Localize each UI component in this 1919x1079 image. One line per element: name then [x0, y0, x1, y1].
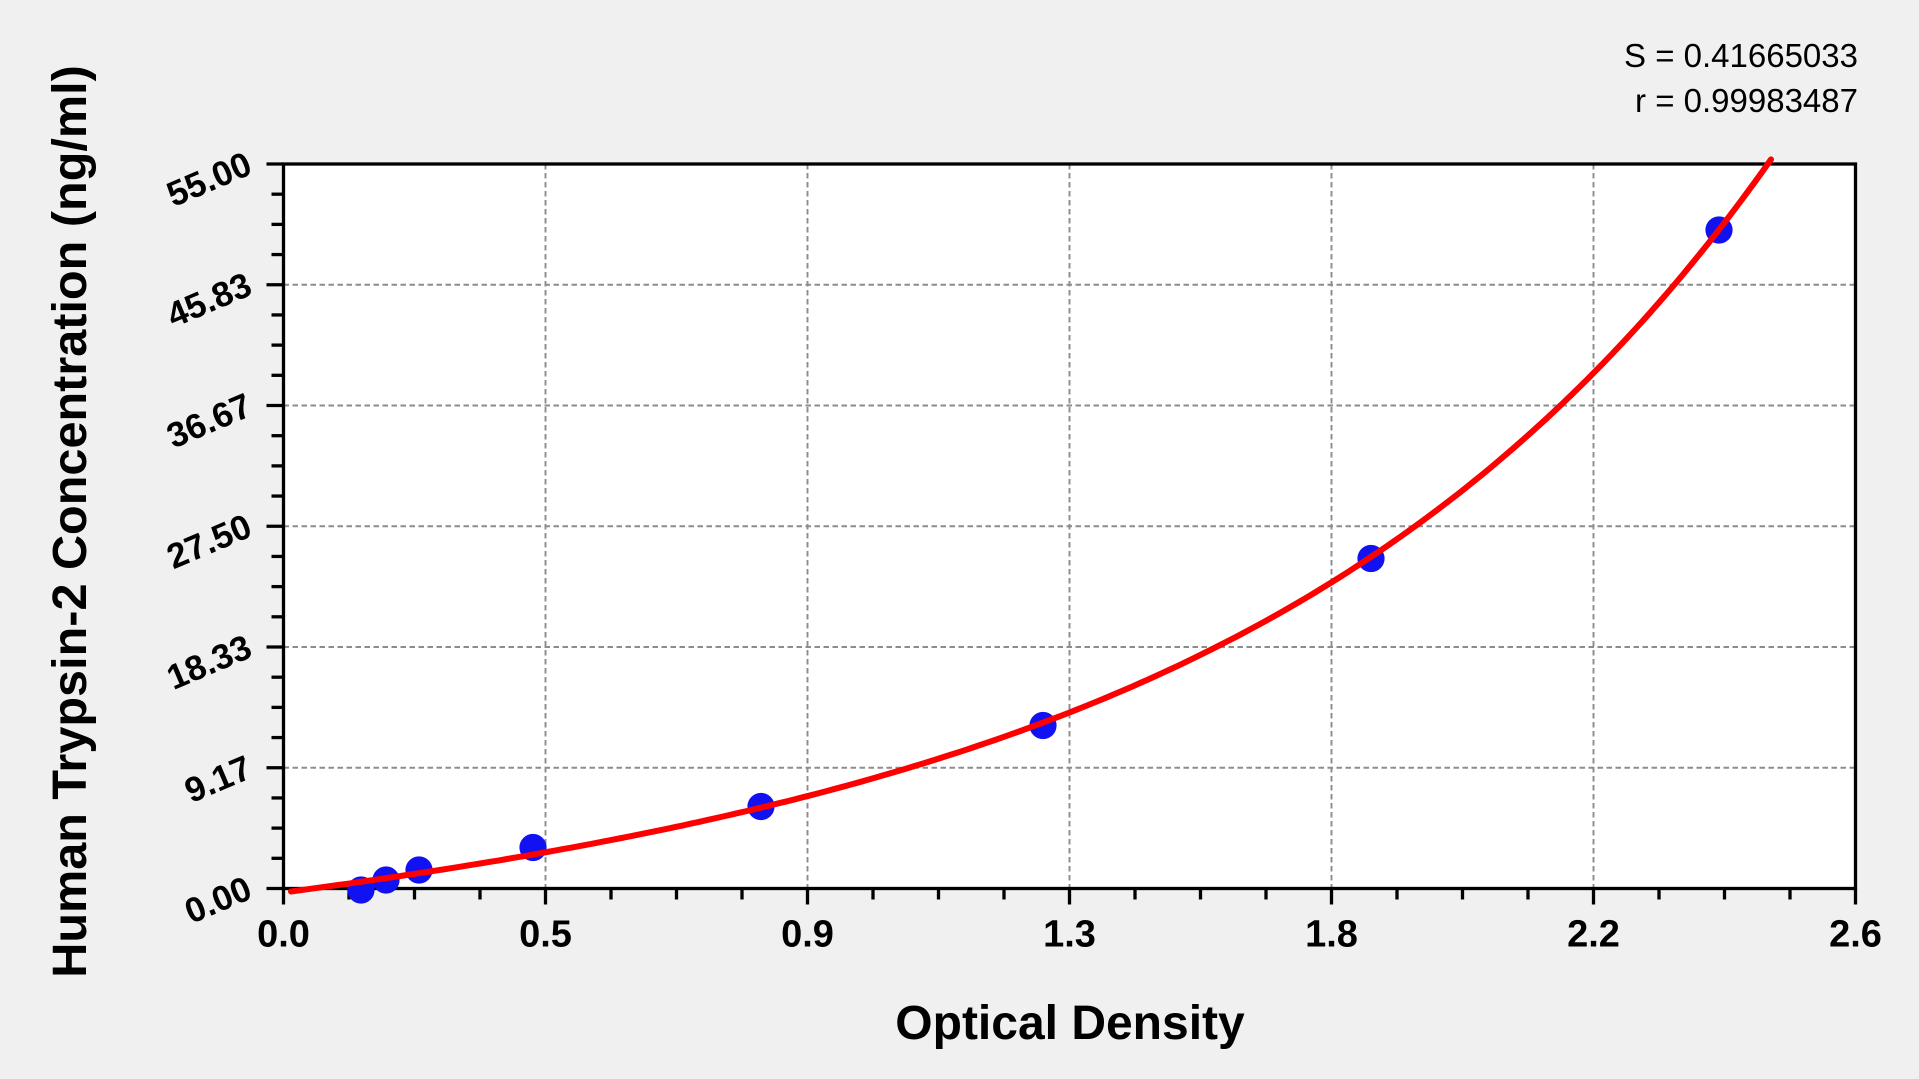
svg-text:Human Trypsin-2 Concentration: Human Trypsin-2 Concentration (ng/ml): [43, 65, 97, 978]
svg-text:45.83: 45.83: [161, 265, 257, 335]
svg-text:9.17: 9.17: [179, 748, 257, 811]
svg-text:Optical Density: Optical Density: [895, 997, 1245, 1050]
svg-text:0.5: 0.5: [519, 914, 572, 956]
svg-text:S = 0.41665033: S = 0.41665033: [1624, 37, 1858, 74]
svg-text:1.8: 1.8: [1305, 914, 1358, 956]
svg-text:0.0: 0.0: [257, 914, 310, 956]
svg-text:18.33: 18.33: [161, 627, 257, 697]
svg-text:36.67: 36.67: [161, 386, 257, 456]
svg-text:0.9: 0.9: [781, 914, 834, 956]
svg-text:2.2: 2.2: [1567, 914, 1620, 956]
svg-text:1.3: 1.3: [1043, 914, 1096, 956]
svg-text:27.50: 27.50: [161, 507, 257, 577]
svg-text:2.6: 2.6: [1829, 914, 1882, 956]
svg-text:r = 0.99983487: r = 0.99983487: [1635, 82, 1858, 119]
svg-text:0.00: 0.00: [179, 869, 257, 932]
svg-text:55.00: 55.00: [161, 144, 257, 214]
